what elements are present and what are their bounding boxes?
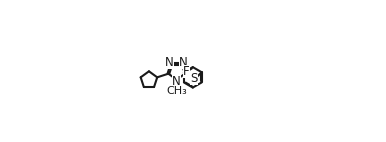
- Text: S: S: [190, 72, 198, 85]
- Text: N: N: [165, 56, 174, 69]
- Text: CH₃: CH₃: [166, 86, 187, 96]
- Text: N: N: [172, 75, 181, 88]
- Text: F: F: [183, 65, 190, 78]
- Text: N: N: [179, 56, 188, 69]
